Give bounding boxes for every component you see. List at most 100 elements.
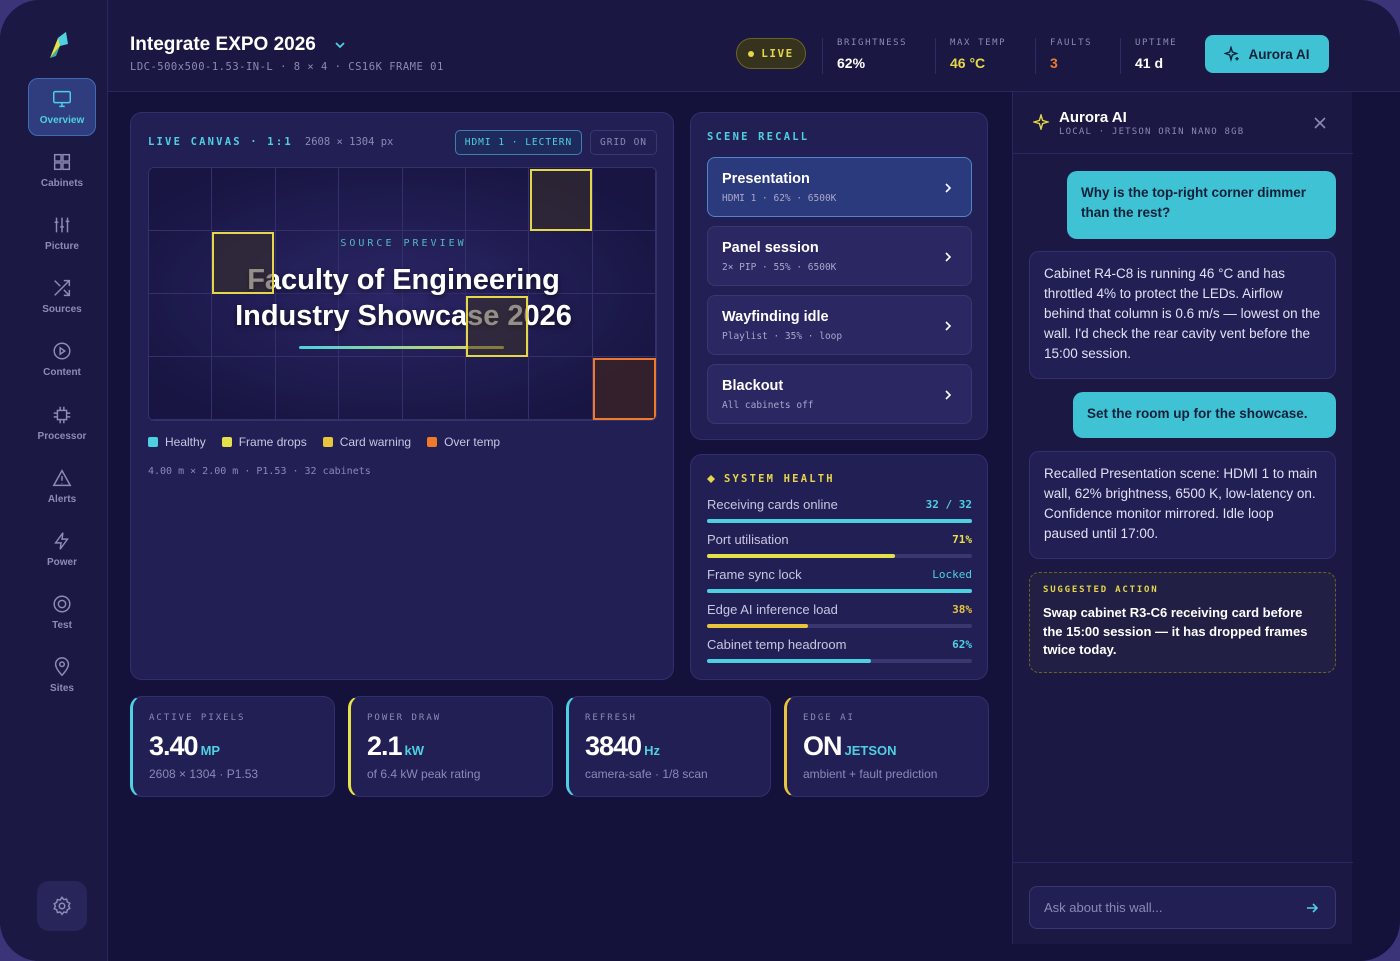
cabinet-cell[interactable] <box>402 357 466 420</box>
legend-item: Card warning <box>322 435 411 449</box>
nav-picture[interactable]: Picture <box>28 204 96 262</box>
metric-number: 3840 <box>585 731 642 761</box>
source-chip[interactable]: HDMI 1 · LECTERN <box>455 130 582 155</box>
nav-label: Processor <box>37 431 87 442</box>
scene-blackout[interactable]: Blackout All cabinets off <box>707 364 972 424</box>
scene-recall-label: SCENE RECALL <box>707 131 810 143</box>
legend-label: Healthy <box>165 435 206 449</box>
legend-item: Over temp <box>427 435 500 449</box>
health-fill <box>707 554 896 558</box>
scene-presentation[interactable]: Presentation HDMI 1 · 62% · 6500K <box>707 157 972 217</box>
cabinet-warning-marker[interactable] <box>530 169 592 231</box>
metric-value: 3.40 MP <box>149 731 220 762</box>
cabinet-grid[interactable]: SOURCE PREVIEW Faculty of Engineering In… <box>148 167 657 421</box>
cabinet-cell[interactable] <box>529 294 593 357</box>
nav-label: Overview <box>39 115 85 126</box>
play-circle-icon <box>53 342 71 360</box>
nav-test[interactable]: Test <box>28 583 96 641</box>
health-track <box>707 589 972 593</box>
grid-cells <box>149 168 656 420</box>
cabinet-cell[interactable] <box>212 357 276 420</box>
grid-toggle-chip[interactable]: GRID ON <box>590 130 657 155</box>
ask-input[interactable] <box>1030 887 1290 928</box>
health-row: Receiving cards online 32 / 32 <box>707 497 972 523</box>
cabinet-cell[interactable] <box>465 357 530 420</box>
nav-power[interactable]: Power <box>28 520 96 578</box>
metric-power-draw: POWER DRAW 2.1 kW of 6.4 kW peak rating <box>348 696 553 797</box>
health-fill <box>707 659 872 663</box>
health-track <box>707 554 972 558</box>
page-title[interactable]: Integrate EXPO 2026 <box>130 34 316 55</box>
close-icon[interactable] <box>1313 116 1327 130</box>
cabinet-cell[interactable] <box>339 357 403 420</box>
scene-panel-session[interactable]: Panel session 2× PIP · 55% · 6500K <box>707 226 972 286</box>
cabinet-cell[interactable] <box>149 231 213 294</box>
cabinet-cell[interactable] <box>529 357 593 420</box>
nav-overview[interactable]: Overview <box>28 78 96 136</box>
metric-label: EDGE AI <box>803 713 855 723</box>
nav-cabinets[interactable]: Cabinets <box>28 141 96 199</box>
live-dot-icon <box>748 50 755 57</box>
cabinet-cell[interactable] <box>275 357 340 420</box>
cabinet-cell[interactable] <box>212 168 276 231</box>
nav-alerts[interactable]: Alerts <box>28 457 96 515</box>
cabinet-cell[interactable] <box>149 294 213 357</box>
sparkle-icon <box>1033 114 1049 130</box>
suggested-action-card[interactable]: SUGGESTED ACTION Swap cabinet R3-C6 rece… <box>1029 572 1336 673</box>
cabinet-cell[interactable] <box>339 231 403 294</box>
target-icon <box>53 595 71 613</box>
cabinet-cell[interactable] <box>465 168 530 231</box>
health-row: Cabinet temp headroom 62% <box>707 637 972 663</box>
cabinet-cell[interactable] <box>402 168 466 231</box>
metric-label: REFRESH <box>585 713 637 723</box>
scene-desc: Playlist · 35% · loop <box>722 331 843 342</box>
cabinet-warning-marker[interactable] <box>212 232 274 294</box>
arrow-right-icon[interactable] <box>1305 901 1319 915</box>
logo-icon <box>50 32 68 58</box>
header: Integrate EXPO 2026 LDC-500x500-1.53-IN-… <box>108 0 1400 92</box>
health-fill <box>707 519 972 523</box>
cabinet-cell[interactable] <box>149 357 213 420</box>
cabinet-cell[interactable] <box>275 168 340 231</box>
cabinet-cell[interactable] <box>592 168 656 231</box>
health-track <box>707 519 972 523</box>
aurora-ai-button[interactable]: Aurora AI <box>1205 35 1329 73</box>
cabinet-cell[interactable] <box>339 294 403 357</box>
ai-name: Aurora AI <box>1059 109 1127 126</box>
cabinet-cell[interactable] <box>402 294 466 357</box>
cabinet-cell[interactable] <box>275 231 340 294</box>
cabinet-over-temp-marker[interactable] <box>593 358 656 420</box>
cabinet-cell[interactable] <box>275 294 340 357</box>
ask-box <box>1029 886 1336 929</box>
cabinet-cell[interactable] <box>339 168 403 231</box>
legend-label: Frame drops <box>238 435 307 449</box>
nav-sources[interactable]: Sources <box>28 267 96 325</box>
metric-unit: kW <box>404 743 425 758</box>
scene-desc: HDMI 1 · 62% · 6500K <box>722 193 837 204</box>
cabinet-cell[interactable] <box>212 294 276 357</box>
metric-unit: Hz <box>644 743 660 758</box>
nav-processor[interactable]: Processor <box>28 394 96 452</box>
health-value: 71% <box>952 533 972 546</box>
metric-number: ON <box>803 731 842 761</box>
health-track <box>707 659 972 663</box>
cabinet-cell[interactable] <box>149 168 213 231</box>
system-health-label: SYSTEM HEALTH <box>724 473 835 485</box>
settings-button[interactable] <box>37 881 87 931</box>
nav-label: Sites <box>50 683 74 694</box>
cabinet-warning-marker[interactable] <box>466 296 528 357</box>
cabinet-cell[interactable] <box>529 231 593 294</box>
cabinet-cell[interactable] <box>592 294 656 357</box>
scene-wayfinding-idle[interactable]: Wayfinding idle Playlist · 35% · loop <box>707 295 972 355</box>
nav-label: Power <box>46 557 77 568</box>
cabinet-cell[interactable] <box>465 231 530 294</box>
chevron-down-icon[interactable] <box>333 38 347 52</box>
nav-label: Sources <box>42 304 82 315</box>
cabinet-cell[interactable] <box>592 231 656 294</box>
cabinet-cell[interactable] <box>402 231 466 294</box>
nav-sites[interactable]: Sites <box>28 646 96 704</box>
nav-content[interactable]: Content <box>28 330 96 388</box>
aurora-ai-label: Aurora AI <box>1248 46 1310 62</box>
health-value: 32 / 32 <box>925 498 972 511</box>
canvas-footer: 4.00 m × 2.00 m · P1.53 · 32 cabinets <box>148 466 371 477</box>
